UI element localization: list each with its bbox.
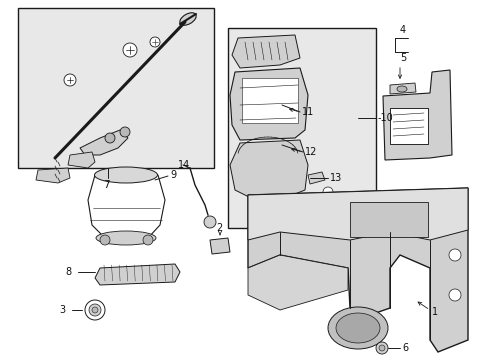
Ellipse shape xyxy=(96,231,156,245)
Text: 4: 4 xyxy=(399,25,406,35)
Polygon shape xyxy=(229,140,307,200)
Circle shape xyxy=(448,289,460,301)
Polygon shape xyxy=(209,238,229,254)
Circle shape xyxy=(323,187,332,197)
Polygon shape xyxy=(247,188,467,240)
Circle shape xyxy=(85,300,105,320)
Text: 5: 5 xyxy=(399,53,406,63)
Circle shape xyxy=(105,133,115,143)
Circle shape xyxy=(203,216,216,228)
Bar xyxy=(389,108,427,144)
Polygon shape xyxy=(68,152,95,168)
Text: 9: 9 xyxy=(170,170,176,180)
Ellipse shape xyxy=(327,307,387,349)
Circle shape xyxy=(92,307,98,313)
Polygon shape xyxy=(231,35,299,68)
Bar xyxy=(349,202,427,237)
Circle shape xyxy=(142,235,153,245)
Circle shape xyxy=(64,74,76,86)
Ellipse shape xyxy=(94,167,157,183)
Circle shape xyxy=(378,345,384,351)
Bar xyxy=(242,78,297,123)
Bar xyxy=(389,108,427,144)
Ellipse shape xyxy=(396,86,406,92)
Polygon shape xyxy=(247,188,467,352)
Circle shape xyxy=(123,43,137,57)
Circle shape xyxy=(375,342,387,354)
Polygon shape xyxy=(80,130,128,155)
Circle shape xyxy=(263,203,272,213)
Text: 3: 3 xyxy=(59,305,65,315)
Bar xyxy=(18,8,214,168)
Ellipse shape xyxy=(335,313,379,343)
Polygon shape xyxy=(389,83,415,94)
Polygon shape xyxy=(382,70,451,160)
Ellipse shape xyxy=(180,13,196,25)
Text: 1: 1 xyxy=(431,307,437,317)
Text: 13: 13 xyxy=(329,173,342,183)
Polygon shape xyxy=(88,175,164,238)
Circle shape xyxy=(150,37,160,47)
Text: -10: -10 xyxy=(377,113,393,123)
Polygon shape xyxy=(95,264,180,285)
Circle shape xyxy=(120,127,130,137)
Text: 14: 14 xyxy=(178,160,190,170)
Circle shape xyxy=(100,235,110,245)
Text: 12: 12 xyxy=(305,147,317,157)
Polygon shape xyxy=(229,68,307,140)
Polygon shape xyxy=(307,172,325,184)
Text: 11: 11 xyxy=(302,107,314,117)
Polygon shape xyxy=(247,255,347,310)
Circle shape xyxy=(89,304,101,316)
Bar xyxy=(227,28,375,228)
Polygon shape xyxy=(36,168,70,183)
Text: 2: 2 xyxy=(215,223,222,233)
Text: 7: 7 xyxy=(103,180,109,190)
Text: 8: 8 xyxy=(66,267,72,277)
Text: 6: 6 xyxy=(401,343,407,353)
Circle shape xyxy=(448,249,460,261)
